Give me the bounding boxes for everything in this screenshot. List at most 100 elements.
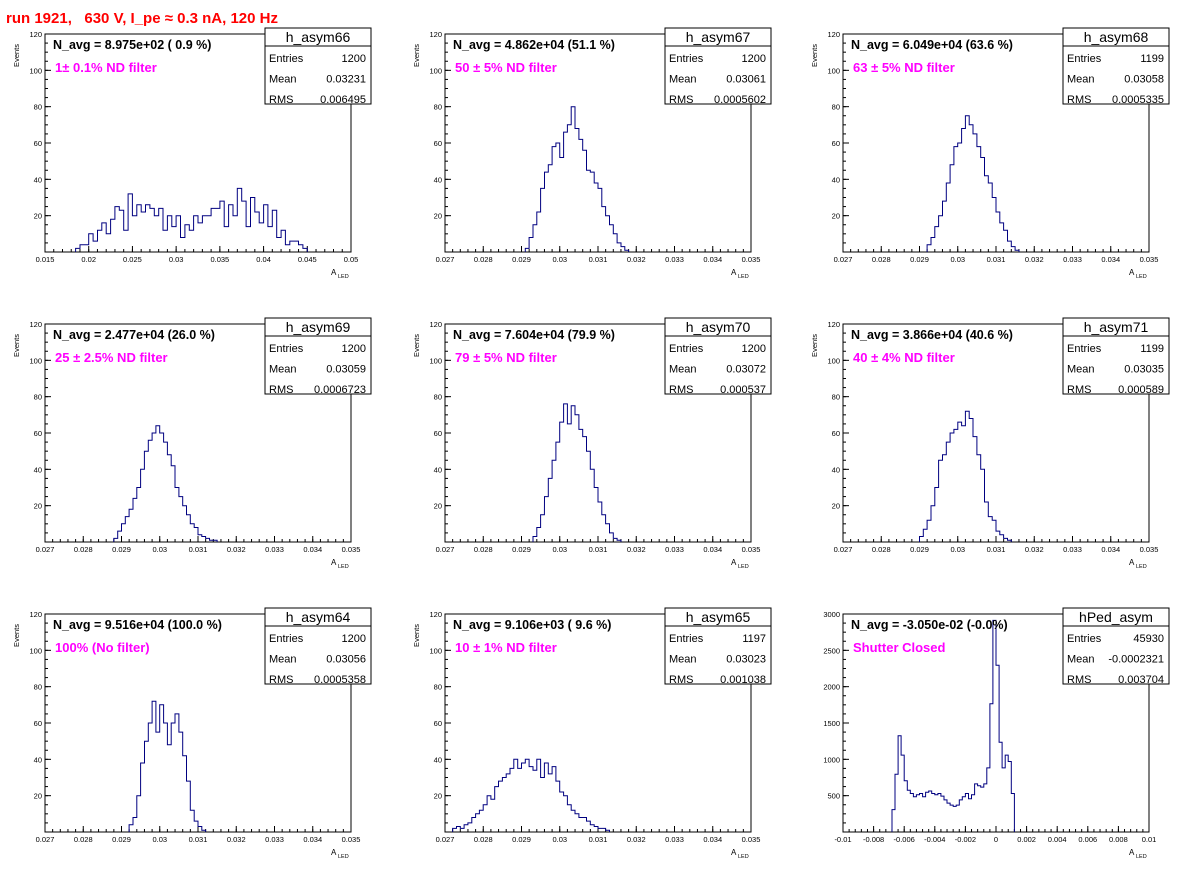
histogram-bin — [533, 537, 537, 542]
x-tick-label: 0.029 — [512, 255, 531, 264]
y-tick-label: 80 — [434, 393, 442, 402]
histogram-bin — [560, 422, 564, 542]
histogram-bin — [303, 248, 307, 252]
y-tick-label: 100 — [429, 646, 442, 655]
stats-label: Entries — [269, 343, 304, 355]
x-axis-label-subscript: LED — [1136, 564, 1147, 570]
x-tick-label: 0.029 — [910, 545, 929, 554]
histogram-bin — [613, 234, 617, 252]
histogram-bin — [594, 827, 598, 832]
x-tick-label: 0.034 — [1101, 545, 1120, 554]
x-tick-label: 0.035 — [742, 255, 761, 264]
histogram-bin — [590, 172, 594, 252]
navg-label: N_avg = 9.516e+04 (100.0 %) — [53, 618, 222, 632]
y-tick-label: 80 — [34, 103, 42, 112]
histogram-bin — [76, 248, 80, 252]
histogram-bin — [537, 759, 541, 832]
histogram-bin — [209, 540, 213, 542]
histogram-bin — [491, 799, 495, 832]
y-tick-label: 80 — [832, 103, 840, 112]
histogram-bin — [541, 188, 545, 252]
x-tick-label: 0.05 — [344, 255, 359, 264]
histogram-bin — [932, 794, 935, 832]
histogram-bin — [560, 158, 564, 252]
x-tick-label: 0.03 — [950, 545, 965, 554]
histogram-bin — [89, 234, 93, 252]
histogram-bin — [529, 767, 533, 832]
histogram-bin — [973, 134, 977, 252]
filter-annotation: 63 ± 5% ND filter — [853, 60, 955, 75]
stats-value: 0.003704 — [1118, 674, 1164, 686]
histogram-bin — [901, 755, 904, 832]
histogram-bin — [926, 792, 929, 832]
histogram-bin — [472, 817, 476, 832]
x-tick-label: 0.035 — [742, 835, 761, 844]
histogram-bin — [904, 781, 907, 832]
histogram-bin — [1000, 535, 1004, 542]
histogram-panel: 0.015 0.02 0.025 0.03 0.035 0.04 0.045 0.05 20 40… — [12, 27, 372, 280]
histogram-bin — [916, 795, 919, 832]
histogram-bin — [548, 774, 552, 832]
histogram-bin — [285, 245, 289, 252]
histogram-bin — [118, 531, 122, 542]
x-tick-label: 0.029 — [112, 545, 131, 554]
histogram-bin — [583, 817, 587, 832]
histogram-bin — [954, 429, 958, 542]
histogram-bin — [556, 143, 560, 252]
histogram-bin — [529, 237, 533, 252]
stats-value: 0.0005335 — [1112, 94, 1164, 106]
x-tick-label: 0.035 — [342, 545, 361, 554]
x-tick-label: 0.031 — [189, 835, 208, 844]
y-tick-label: 2000 — [823, 683, 840, 692]
histogram-bin — [972, 795, 975, 832]
stats-value: 0.03061 — [726, 74, 766, 86]
y-tick-label: 20 — [832, 212, 840, 221]
stats-label: RMS — [669, 94, 693, 106]
y-tick-label: 60 — [34, 429, 42, 438]
histogram-bin — [148, 440, 152, 542]
stats-label: RMS — [269, 674, 293, 686]
histogram-bin — [160, 433, 164, 542]
histogram-bin — [996, 212, 1000, 252]
navg-label: N_avg = 3.866e+04 (40.6 %) — [851, 328, 1013, 342]
histogram-bin — [152, 701, 156, 832]
histogram-bin — [194, 527, 198, 542]
stats-label: Entries — [669, 343, 704, 355]
stats-value: 45930 — [1133, 633, 1164, 645]
y-tick-label: 20 — [34, 792, 42, 801]
histogram-bin — [233, 216, 237, 252]
histogram-bin — [294, 241, 298, 252]
stats-label: RMS — [669, 384, 693, 396]
x-tick-label: 0.028 — [474, 255, 493, 264]
histogram-bin — [114, 538, 118, 542]
histogram-bin — [996, 665, 999, 832]
histogram-bin — [198, 535, 202, 542]
y-tick-label: 1000 — [823, 755, 840, 764]
histogram-bin — [207, 216, 211, 252]
histogram-bin — [609, 533, 613, 542]
histogram-bin — [939, 216, 943, 252]
histogram-bin — [988, 517, 992, 542]
histogram-bin — [969, 418, 973, 542]
y-tick-label: 40 — [434, 175, 442, 184]
histogram-bin — [617, 243, 621, 252]
x-tick-label: 0.027 — [834, 255, 853, 264]
y-tick-label: 100 — [429, 66, 442, 75]
histogram-bin — [978, 786, 981, 832]
histogram-bin — [148, 723, 152, 832]
histogram-bin — [259, 223, 263, 252]
x-tick-label: 0.03 — [552, 835, 567, 844]
histogram-bin — [119, 210, 123, 252]
filter-annotation: 40 ± 4% ND filter — [853, 350, 955, 365]
filter-annotation: Shutter Closed — [853, 640, 946, 655]
histogram-bin — [981, 787, 984, 832]
x-tick-label: 0.035 — [210, 255, 229, 264]
x-tick-label: 0.032 — [227, 835, 246, 844]
stats-label: Mean — [269, 74, 297, 86]
histogram-bin — [141, 763, 145, 832]
histogram-bin — [533, 225, 537, 252]
x-tick-label: 0.034 — [703, 545, 722, 554]
y-tick-label: 40 — [832, 465, 840, 474]
histogram-bin — [988, 183, 992, 252]
